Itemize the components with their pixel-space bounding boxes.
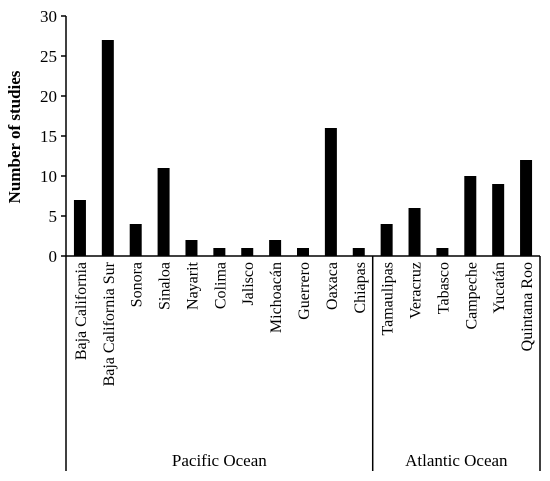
x-tick-label: Sonora (129, 262, 146, 307)
x-tick-label: Oaxaca (324, 262, 341, 310)
x-tick-label: Baja California (73, 262, 90, 360)
bar (185, 240, 198, 256)
bar (436, 248, 449, 256)
y-tick-label: 20 (40, 87, 57, 106)
x-tick-label: Veracruz (408, 262, 425, 319)
bar (492, 184, 505, 256)
x-tick-label: Guerrero (296, 262, 313, 320)
y-tick-label: 5 (49, 207, 58, 226)
bar (101, 40, 114, 256)
group-label: Pacific Ocean (172, 451, 267, 470)
bar (352, 248, 365, 256)
x-tick-label: Quintana Roo (519, 262, 536, 351)
y-axis-label: Number of studies (5, 70, 24, 203)
x-tick-label: Tabasco (435, 262, 452, 314)
bar (157, 168, 170, 256)
y-tick-label: 25 (40, 47, 57, 66)
x-tick-label: Tamaulipas (380, 262, 397, 336)
x-tick-label: Chiapas (352, 262, 369, 314)
y-tick-label: 30 (40, 7, 57, 26)
y-tick-label: 10 (40, 167, 57, 186)
bar (269, 240, 282, 256)
bar (380, 224, 393, 256)
x-tick-label: Jalisco (240, 262, 257, 306)
bar (129, 224, 142, 256)
x-tick-label: Baja California Sur (101, 261, 118, 386)
bar (520, 160, 533, 256)
group-label: Atlantic Ocean (405, 451, 508, 470)
x-tick-label: Nayarit (184, 261, 201, 310)
x-tick-label: Yucatán (491, 262, 508, 314)
y-tick-label: 15 (40, 127, 57, 146)
bar (408, 208, 421, 256)
bar (213, 248, 226, 256)
x-tick-label: Sinaloa (157, 262, 174, 310)
plot-area: 0 5 10 15 20 25 30 Baja California Baja Californ… (40, 7, 541, 471)
bar (241, 248, 254, 256)
bar (73, 200, 86, 256)
x-tick-label: Colima (212, 262, 229, 309)
bar (324, 128, 337, 256)
bar (464, 176, 477, 256)
x-tick-label: Campeche (463, 262, 480, 330)
bar (297, 248, 309, 256)
x-tick-label: Michoacán (268, 262, 285, 333)
y-tick-label: 0 (49, 247, 58, 266)
